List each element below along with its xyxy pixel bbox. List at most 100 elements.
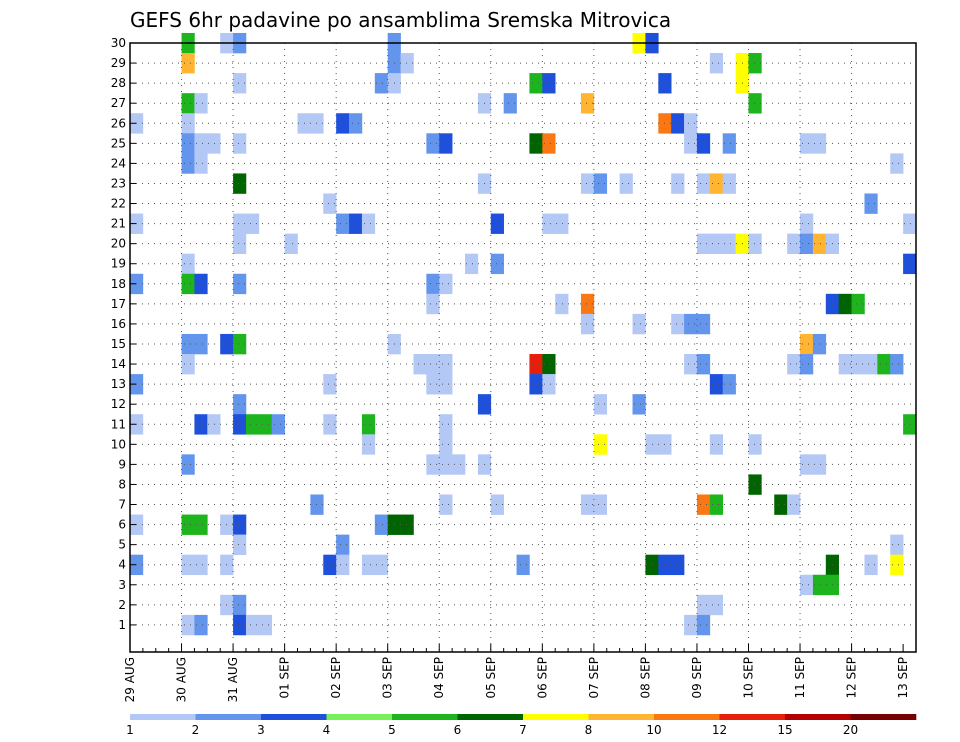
y-tick-label: 6 (118, 518, 126, 532)
x-tick-label: 08 SEP (638, 657, 652, 699)
legend-swatch (719, 714, 786, 720)
precip-cell (349, 213, 363, 234)
precip-cell (490, 253, 504, 275)
y-tick-label: 13 (111, 377, 126, 391)
precip-cell (181, 454, 195, 475)
precip-cell (709, 594, 724, 616)
precip-cell (233, 133, 247, 154)
y-tick-label: 2 (118, 598, 126, 612)
x-tick-label: 01 SEP (278, 657, 292, 699)
precip-cell (439, 414, 453, 435)
precip-cell (258, 414, 273, 435)
precip-cell (490, 494, 504, 515)
precip-cell (323, 554, 337, 576)
precip-cell (864, 554, 878, 576)
precip-cell (787, 354, 801, 375)
precip-cell (233, 213, 247, 234)
legend-label: 3 (257, 723, 265, 737)
precip-cell (233, 514, 247, 535)
precip-cell (800, 454, 814, 475)
legend-swatch (195, 714, 262, 720)
precip-cell (748, 233, 762, 254)
precip-cell (684, 133, 698, 154)
precip-cell (490, 213, 504, 234)
precip-cell (233, 233, 247, 254)
precip-cell (580, 494, 595, 515)
precip-cell (748, 434, 762, 455)
precip-cell (812, 454, 827, 475)
y-tick-label: 3 (118, 578, 126, 592)
precip-cell (245, 414, 260, 435)
y-tick-label: 24 (111, 156, 126, 170)
y-tick-label: 28 (111, 76, 126, 90)
precip-cell (684, 614, 698, 636)
precip-cell (890, 354, 904, 375)
y-tick-label: 16 (111, 317, 126, 331)
precip-cell (439, 454, 453, 475)
precip-cell (181, 514, 195, 535)
precip-cell (284, 233, 298, 254)
precip-cell (800, 574, 814, 596)
precip-cell (722, 173, 736, 194)
legend-swatch (588, 714, 655, 720)
precip-cell (709, 374, 724, 395)
precip-cell (452, 454, 466, 475)
precip-cell (812, 574, 827, 596)
precip-cell (181, 554, 195, 576)
precip-cell (400, 53, 414, 74)
precip-cell (542, 213, 556, 234)
cells-layer (130, 32, 917, 636)
x-tick-label: 10 SEP (742, 657, 756, 699)
legend-swatch (457, 714, 524, 720)
precip-cell (709, 173, 724, 194)
y-tick-label: 8 (118, 477, 126, 491)
precip-cell (542, 374, 556, 395)
precip-cell (838, 354, 852, 375)
precip-cell (361, 213, 376, 234)
y-tick-label: 9 (118, 457, 126, 471)
legend-label: 2 (192, 723, 200, 737)
precip-cell (877, 354, 891, 375)
legend-swatch (654, 714, 720, 720)
x-tick-label: 31 AUG (226, 657, 240, 702)
y-tick-label: 5 (118, 538, 126, 552)
legend-label: 20 (843, 723, 858, 737)
legend-label: 5 (388, 723, 396, 737)
precip-cell (194, 93, 208, 114)
y-tick-label: 29 (111, 56, 126, 70)
precip-cell (194, 554, 208, 576)
precip-cell (439, 434, 453, 455)
legend-swatch (523, 714, 589, 720)
x-tick-label: 11 SEP (793, 657, 807, 699)
precip-cell (632, 313, 646, 335)
precip-cell (684, 354, 698, 375)
precip-cell (529, 73, 543, 94)
precip-cell (890, 534, 904, 555)
precip-cell (529, 374, 543, 395)
precip-cell (696, 233, 711, 254)
precip-cell (361, 434, 376, 455)
precip-cell (181, 354, 195, 375)
precip-cell (349, 113, 363, 134)
legend-swatch (785, 714, 851, 720)
precip-cell (542, 133, 556, 154)
precip-cell (245, 614, 260, 636)
legend-label: 15 (777, 723, 792, 737)
color-legend: 1 2 3 4 5 6 7 8 10 12 15 20 (126, 714, 917, 737)
y-tick-label: 15 (111, 337, 126, 351)
precip-cell (194, 514, 208, 535)
precip-cell (696, 354, 711, 375)
precip-cell (774, 494, 788, 515)
x-tick-label: 12 SEP (845, 657, 859, 699)
precip-cell (207, 414, 221, 435)
legend-label: 6 (454, 723, 462, 737)
precip-cell (233, 414, 247, 435)
precip-cell (800, 133, 814, 154)
chart-title: GEFS 6hr padavine po ansamblima Sremska … (130, 8, 671, 32)
y-tick-label: 1 (118, 618, 126, 632)
legend-swatch (850, 714, 917, 720)
x-tick-label: 07 SEP (587, 657, 601, 699)
precip-cell (787, 494, 801, 515)
precip-cell (194, 133, 208, 154)
